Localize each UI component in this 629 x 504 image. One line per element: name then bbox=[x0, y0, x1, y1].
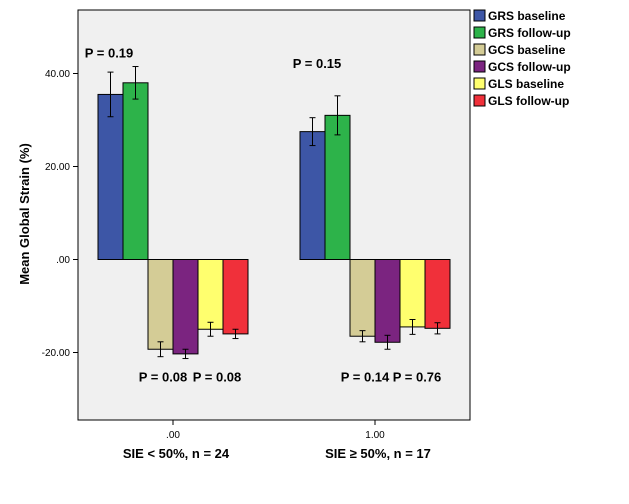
legend-label: GRS follow-up bbox=[488, 26, 571, 40]
y-tick-label: .00 bbox=[56, 255, 70, 266]
bar bbox=[374, 259, 401, 343]
y-tick-label: 20.00 bbox=[45, 162, 70, 173]
legend-label: GCS baseline bbox=[488, 43, 566, 57]
p-value-annotation: P = 0.14 bbox=[341, 370, 390, 385]
bar bbox=[122, 82, 149, 260]
x-tick-label: 1.00 bbox=[365, 430, 385, 441]
y-tick-label: 40.00 bbox=[45, 69, 70, 80]
bar bbox=[172, 259, 199, 355]
p-value-annotation: P = 0.08 bbox=[193, 370, 242, 385]
bar bbox=[97, 93, 124, 260]
bar bbox=[299, 131, 326, 260]
legend-label: GRS baseline bbox=[488, 9, 566, 23]
bar bbox=[147, 259, 174, 350]
y-axis-title: Mean Global Strain (%) bbox=[17, 143, 32, 285]
bar bbox=[349, 259, 376, 337]
bar bbox=[222, 259, 249, 335]
bar bbox=[324, 114, 351, 260]
p-value-annotation: P = 0.15 bbox=[293, 56, 342, 71]
legend-swatch bbox=[473, 9, 486, 22]
y-axis: -20.00 .00 20.00 40.00 bbox=[42, 69, 78, 359]
x-axis: .00 SIE < 50%, n = 24 1.00 SIE ≥ 50%, n = 1… bbox=[123, 420, 431, 461]
bar bbox=[424, 259, 451, 329]
p-value-annotation: P = 0.76 bbox=[393, 370, 442, 385]
bar bbox=[197, 259, 224, 330]
category-title: SIE < 50%, n = 24 bbox=[123, 446, 230, 461]
x-tick-label: .00 bbox=[166, 430, 180, 441]
legend-swatch bbox=[473, 94, 486, 107]
legend-swatch bbox=[473, 60, 486, 73]
p-value-annotation: P = 0.08 bbox=[139, 370, 188, 385]
legend-label: GCS follow-up bbox=[488, 60, 571, 74]
annotations-layer: P = 0.19 P = 0.15 P = 0.08 P = 0.08 P = 0.14… bbox=[85, 46, 442, 385]
bar bbox=[399, 259, 426, 328]
category-title: SIE ≥ 50%, n = 17 bbox=[325, 446, 431, 461]
legend-label: GLS follow-up bbox=[488, 94, 569, 108]
legend-swatch bbox=[473, 43, 486, 56]
legend-swatch bbox=[473, 26, 486, 39]
legend-label: GLS baseline bbox=[488, 77, 564, 91]
legend: GRS baseline GRS follow-up GCS baseline GCS… bbox=[473, 9, 571, 108]
y-tick-label: -20.00 bbox=[42, 348, 71, 359]
legend-swatch bbox=[473, 77, 486, 90]
error-bars-layer bbox=[107, 66, 441, 360]
p-value-annotation: P = 0.19 bbox=[85, 46, 134, 61]
